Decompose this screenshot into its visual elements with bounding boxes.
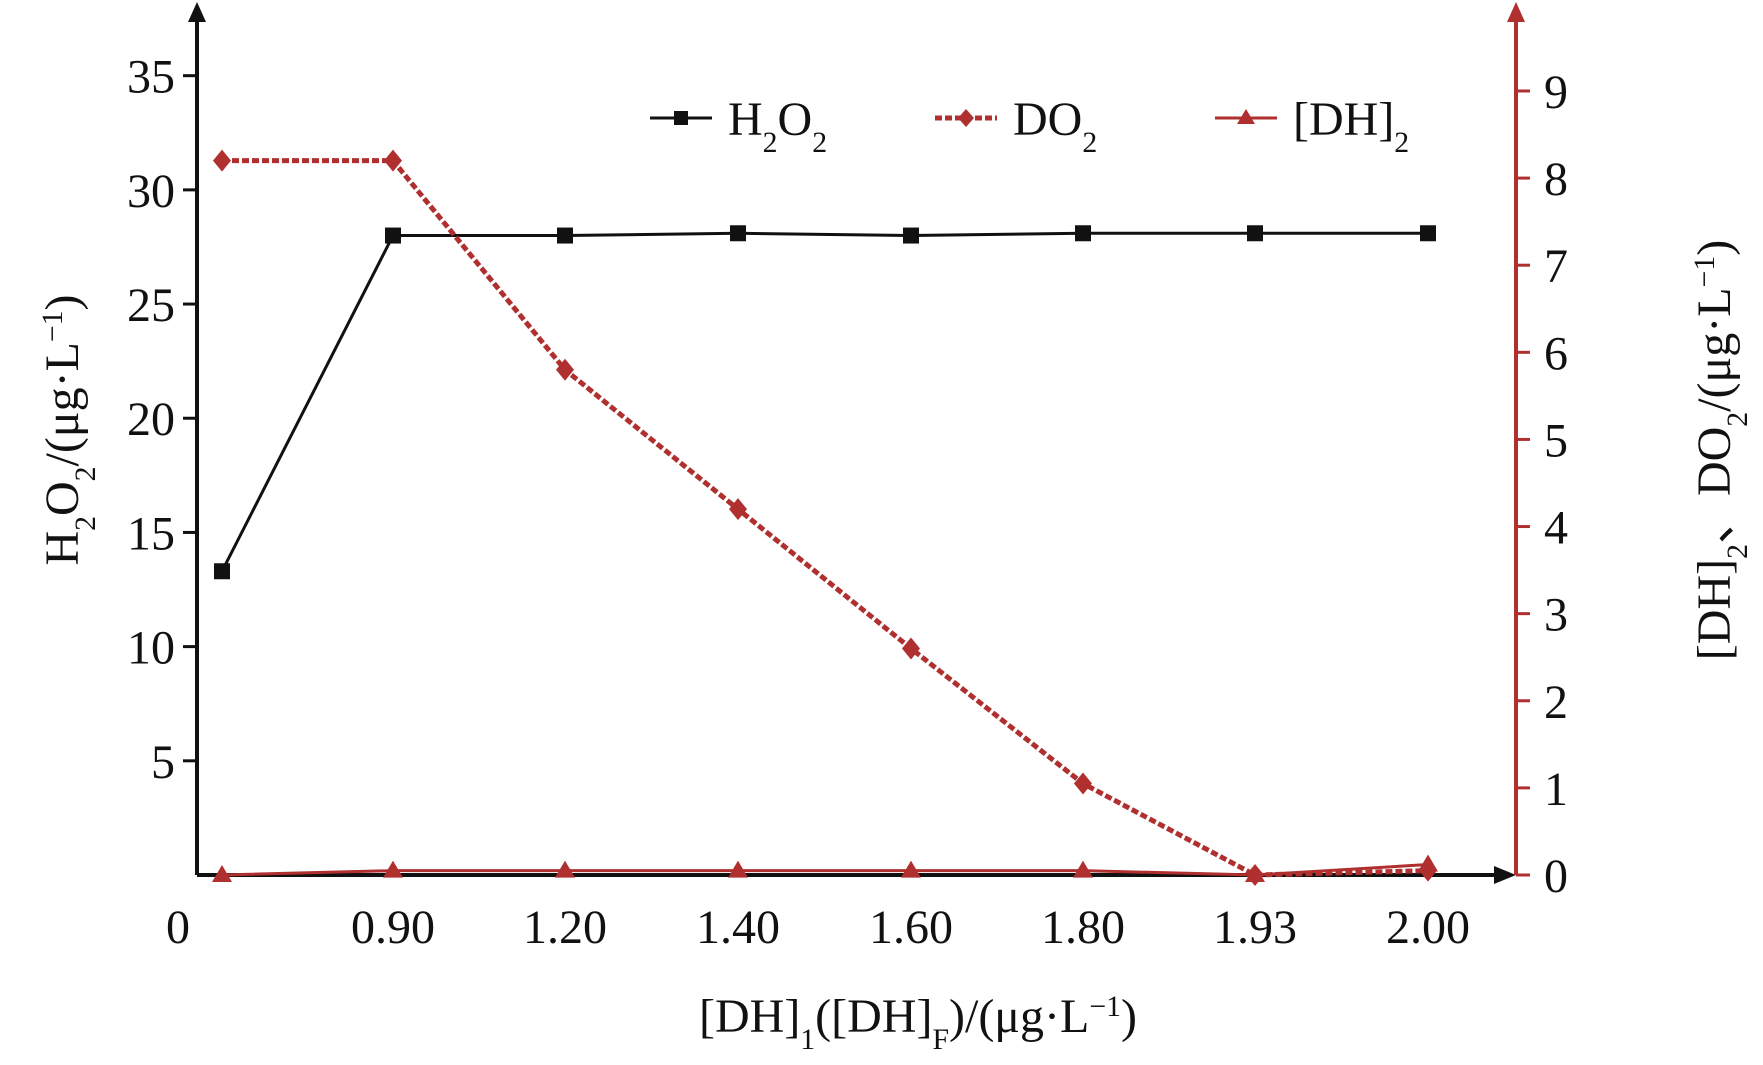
data-point	[212, 865, 232, 882]
right-tick-label: 6	[1544, 327, 1568, 380]
left-tick-label: 20	[127, 393, 175, 446]
legend-label: H2O2	[728, 93, 827, 159]
data-point	[213, 149, 231, 172]
left-tick-label: 10	[127, 622, 175, 675]
data-point	[903, 227, 919, 244]
x-tick-label: 1.60	[869, 901, 953, 954]
left-axis-label: H2O2/(μg·L−1)	[36, 294, 102, 565]
right-tick-label: 5	[1544, 414, 1568, 467]
x-tick-label: 1.80	[1041, 901, 1125, 954]
right-tick-label: 1	[1544, 763, 1568, 816]
left-axis-arrow	[188, 2, 206, 22]
left-tick-label: 5	[151, 736, 175, 789]
data-point	[385, 227, 401, 244]
data-point	[383, 860, 403, 878]
series-dh2	[212, 854, 1438, 882]
right-tick-label: 4	[1544, 502, 1568, 555]
left-tick-label: 30	[127, 165, 175, 218]
data-point	[1420, 225, 1436, 242]
data-point	[214, 563, 230, 580]
right-tick-label: 0	[1544, 850, 1568, 903]
legend-marker	[674, 111, 688, 125]
right-tick-label: 2	[1544, 676, 1568, 729]
data-point	[1074, 772, 1092, 795]
left-tick-label: 25	[127, 279, 175, 332]
right-tick-label: 7	[1544, 240, 1568, 293]
data-point	[1418, 854, 1438, 872]
x-tick-label: 0	[166, 901, 190, 954]
data-point	[729, 498, 747, 521]
series-layer	[212, 149, 1438, 886]
series-line	[222, 158, 1429, 878]
x-axis-label: [DH]1([DH]F)/(μg·L−1)	[699, 990, 1137, 1056]
data-point	[1073, 860, 1093, 878]
data-point	[730, 225, 746, 242]
data-point	[901, 860, 921, 878]
legend-label: [DH]2	[1293, 93, 1409, 159]
series-h2o2	[214, 225, 1436, 580]
x-tick-label: 0.90	[351, 901, 435, 954]
left-tick-label: 35	[127, 51, 175, 104]
right-axis-label: [DH]2、DO2/(μg·L−1)	[1688, 240, 1754, 660]
data-point	[555, 860, 575, 878]
series-line	[220, 231, 1428, 572]
legend-marker	[1237, 109, 1255, 124]
series-line	[221, 863, 1429, 877]
x-tick-label: 1.40	[696, 901, 780, 954]
legend-marker	[958, 109, 974, 127]
data-point	[1245, 865, 1265, 882]
data-point	[556, 358, 574, 381]
left-tick-label: 15	[127, 507, 175, 560]
legend: H2O2 DO2 [DH]2	[650, 93, 1409, 159]
data-point	[902, 637, 920, 660]
x-tick-label: 1.20	[523, 901, 607, 954]
data-point	[1247, 225, 1263, 242]
right-tick-label: 9	[1544, 66, 1568, 119]
x-axis-arrow	[1494, 866, 1516, 884]
axes-group: 5 10 15 20 25 30 35 0 1 2 3 4 5 6 7 8 9 0 0.90 1.20 1.40 1.60…	[127, 2, 1568, 954]
right-axis-arrow	[1507, 2, 1525, 22]
legend-item: H2O2	[650, 93, 827, 159]
data-point	[728, 860, 748, 878]
data-point	[1075, 225, 1091, 242]
legend-item: DO2	[935, 93, 1097, 159]
axis-labels: [DH]1([DH]F)/(μg·L−1) H2O2/(μg·L−1) [DH]2、…	[36, 240, 1754, 1056]
series-do2	[213, 149, 1437, 886]
data-point	[384, 149, 402, 172]
data-point	[557, 227, 573, 244]
right-tick-label: 8	[1544, 153, 1568, 206]
x-tick-label: 2.00	[1386, 901, 1470, 954]
x-tick-label: 1.93	[1213, 901, 1297, 954]
right-tick-label: 3	[1544, 589, 1568, 642]
legend-label: DO2	[1013, 93, 1097, 159]
legend-item: [DH]2	[1215, 93, 1409, 159]
